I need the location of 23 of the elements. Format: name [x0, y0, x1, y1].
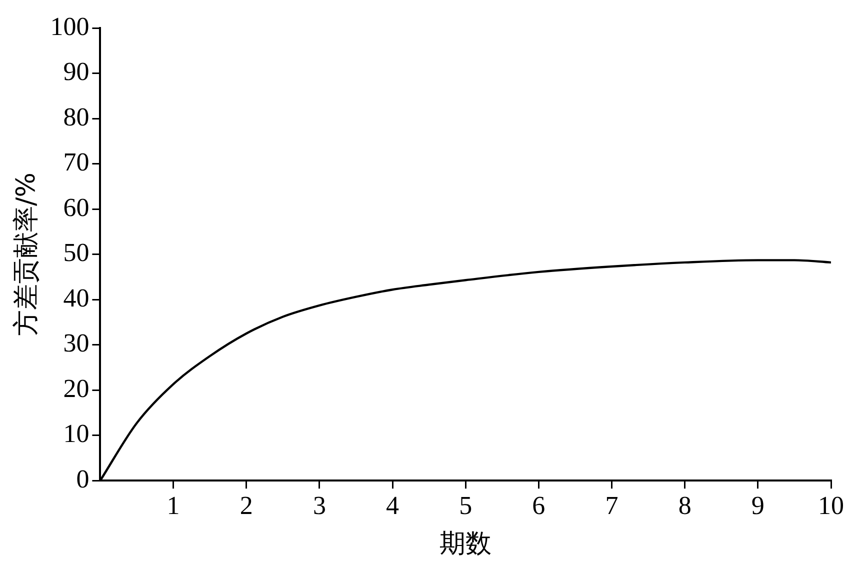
x-tick-label: 8 [678, 491, 692, 520]
y-tick-label: 40 [63, 283, 90, 312]
x-tick-label: 5 [459, 491, 472, 520]
x-tick-label: 7 [605, 491, 618, 520]
x-tick-label: 10 [818, 491, 844, 520]
x-axis-title: 期数 [440, 529, 492, 560]
y-tick-label: 30 [63, 328, 90, 358]
y-tick-label: 100 [50, 12, 90, 41]
x-tick-label: 4 [386, 491, 400, 520]
y-tick-label: 80 [63, 102, 90, 132]
y-tick-label: 60 [63, 192, 90, 222]
y-tick-label: 0 [76, 464, 90, 494]
x-tick-label: 3 [312, 491, 326, 520]
y-axis-title: 方差贡献率/% [11, 172, 42, 336]
x-tick-label: 2 [240, 491, 253, 520]
y-tick-label: 50 [63, 238, 90, 268]
x-tick-label: 9 [751, 491, 764, 520]
x-tick-label: 1 [166, 491, 180, 520]
y-tick-label: 70 [63, 148, 90, 177]
y-tick-label: 10 [63, 419, 90, 448]
x-tick-label: 6 [532, 491, 546, 520]
y-tick-label: 90 [63, 57, 90, 86]
y-tick-label: 20 [63, 374, 90, 403]
